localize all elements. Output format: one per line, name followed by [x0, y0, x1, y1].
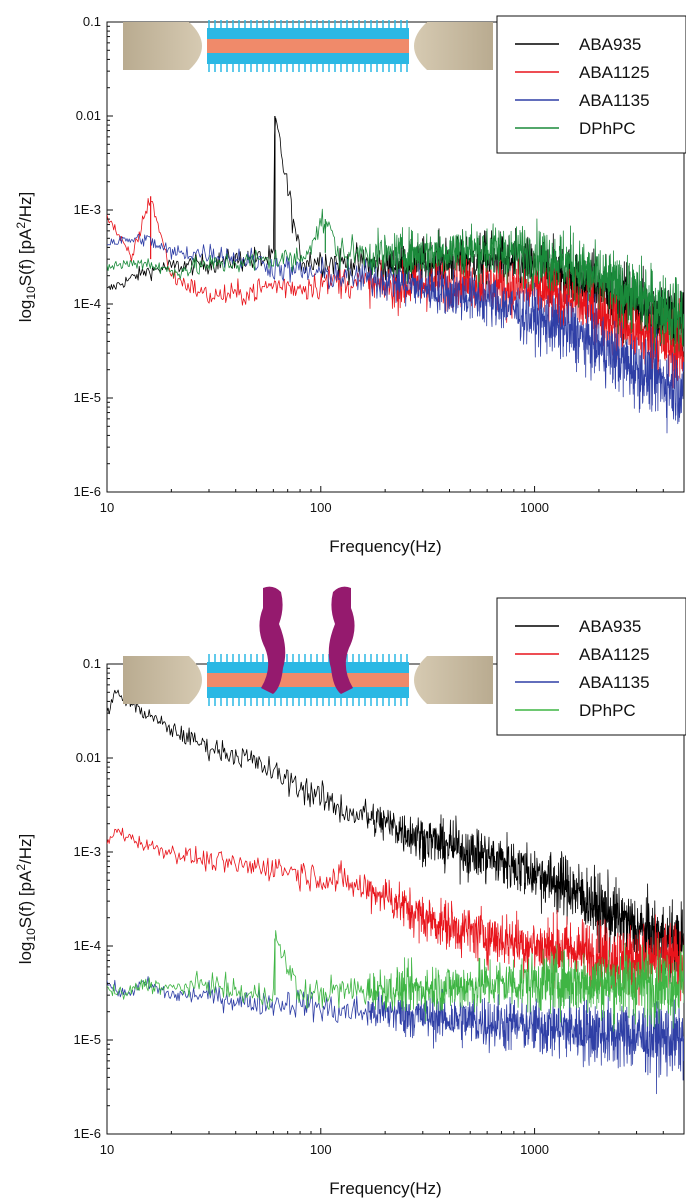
- series-line-aba1125: [107, 198, 684, 389]
- membrane-core: [207, 39, 409, 53]
- y-tick-label: 1E-3: [74, 202, 101, 217]
- y-tick-label: 0.1: [83, 14, 101, 29]
- x-tick-label: 100: [310, 500, 332, 515]
- x-tick-label: 1000: [520, 500, 549, 515]
- series-group: [107, 689, 684, 1095]
- lipid-bilayer-membrane-icon: [123, 20, 493, 72]
- y-tick-label: 1E-5: [74, 1032, 101, 1047]
- legend-label: ABA1125: [579, 63, 650, 82]
- legend-label: DPhPC: [579, 701, 636, 720]
- legend-box: [496, 597, 686, 736]
- legend-label: ABA935: [579, 35, 641, 54]
- membrane-core: [207, 673, 409, 687]
- legend-box: [496, 15, 686, 154]
- legend: ABA935 ABA1125 ABA1135 DPhPC: [496, 15, 686, 154]
- y-tick-label: 1E-4: [74, 938, 101, 953]
- y-tick-label: 0.01: [76, 108, 101, 123]
- electrode-right: [414, 22, 493, 70]
- series-line-dphpc: [107, 930, 684, 1032]
- y-tick-label: 1E-3: [74, 844, 101, 859]
- legend-label: ABA1135: [579, 91, 650, 110]
- x-tick-label: 10: [100, 500, 114, 515]
- series-group: [107, 116, 684, 434]
- legend-label: DPhPC: [579, 119, 636, 138]
- x-axis-label: Frequency(Hz): [329, 537, 441, 556]
- y-tick-label: 0.1: [83, 656, 101, 671]
- x-tick-label: 10: [100, 1142, 114, 1157]
- series-line-dphpc: [107, 208, 684, 354]
- membrane-with-channel-icon: [123, 586, 493, 706]
- electrode-right: [414, 656, 493, 704]
- channel-left: [259, 586, 286, 694]
- y-tick-label: 1E-6: [74, 484, 101, 499]
- series-line-aba935: [107, 689, 684, 988]
- x-axis-label: Frequency(Hz): [329, 1179, 441, 1198]
- y-tick-label: 1E-4: [74, 296, 101, 311]
- legend: ABA935 ABA1125 ABA1135 DPhPC: [496, 597, 686, 736]
- legend-label: ABA1125: [579, 645, 650, 664]
- x-tick-label: 1000: [520, 1142, 549, 1157]
- y-axis-label: log10S(f) [pA2/Hz]: [14, 192, 38, 323]
- y-tick-label: 1E-6: [74, 1126, 101, 1141]
- series-line-aba935: [107, 117, 684, 363]
- electrode-left: [123, 22, 202, 70]
- legend-label: ABA935: [579, 617, 641, 636]
- y-tick-label: 0.01: [76, 750, 101, 765]
- legend-label: ABA1135: [579, 673, 650, 692]
- series-line-aba1135: [107, 234, 684, 434]
- channel-right: [328, 586, 355, 694]
- x-tick-label: 100: [310, 1142, 332, 1157]
- noise-spectrum-chart-membrane: 0.1 0.01 1E-3 1E-4 1E-5 1E-610 100 1000 Frequenc…: [14, 14, 686, 556]
- y-axis-label: log10S(f) [pA2/Hz]: [14, 834, 38, 965]
- y-tick-label: 1E-5: [74, 390, 101, 405]
- noise-spectrum-chart-channel: 0.1 0.01 1E-3 1E-4 1E-5 1E-610 100 1000 Frequenc…: [14, 586, 686, 1198]
- electrode-left: [123, 656, 202, 704]
- series-line-aba1125: [107, 827, 684, 1006]
- series-line-aba1135: [107, 976, 684, 1095]
